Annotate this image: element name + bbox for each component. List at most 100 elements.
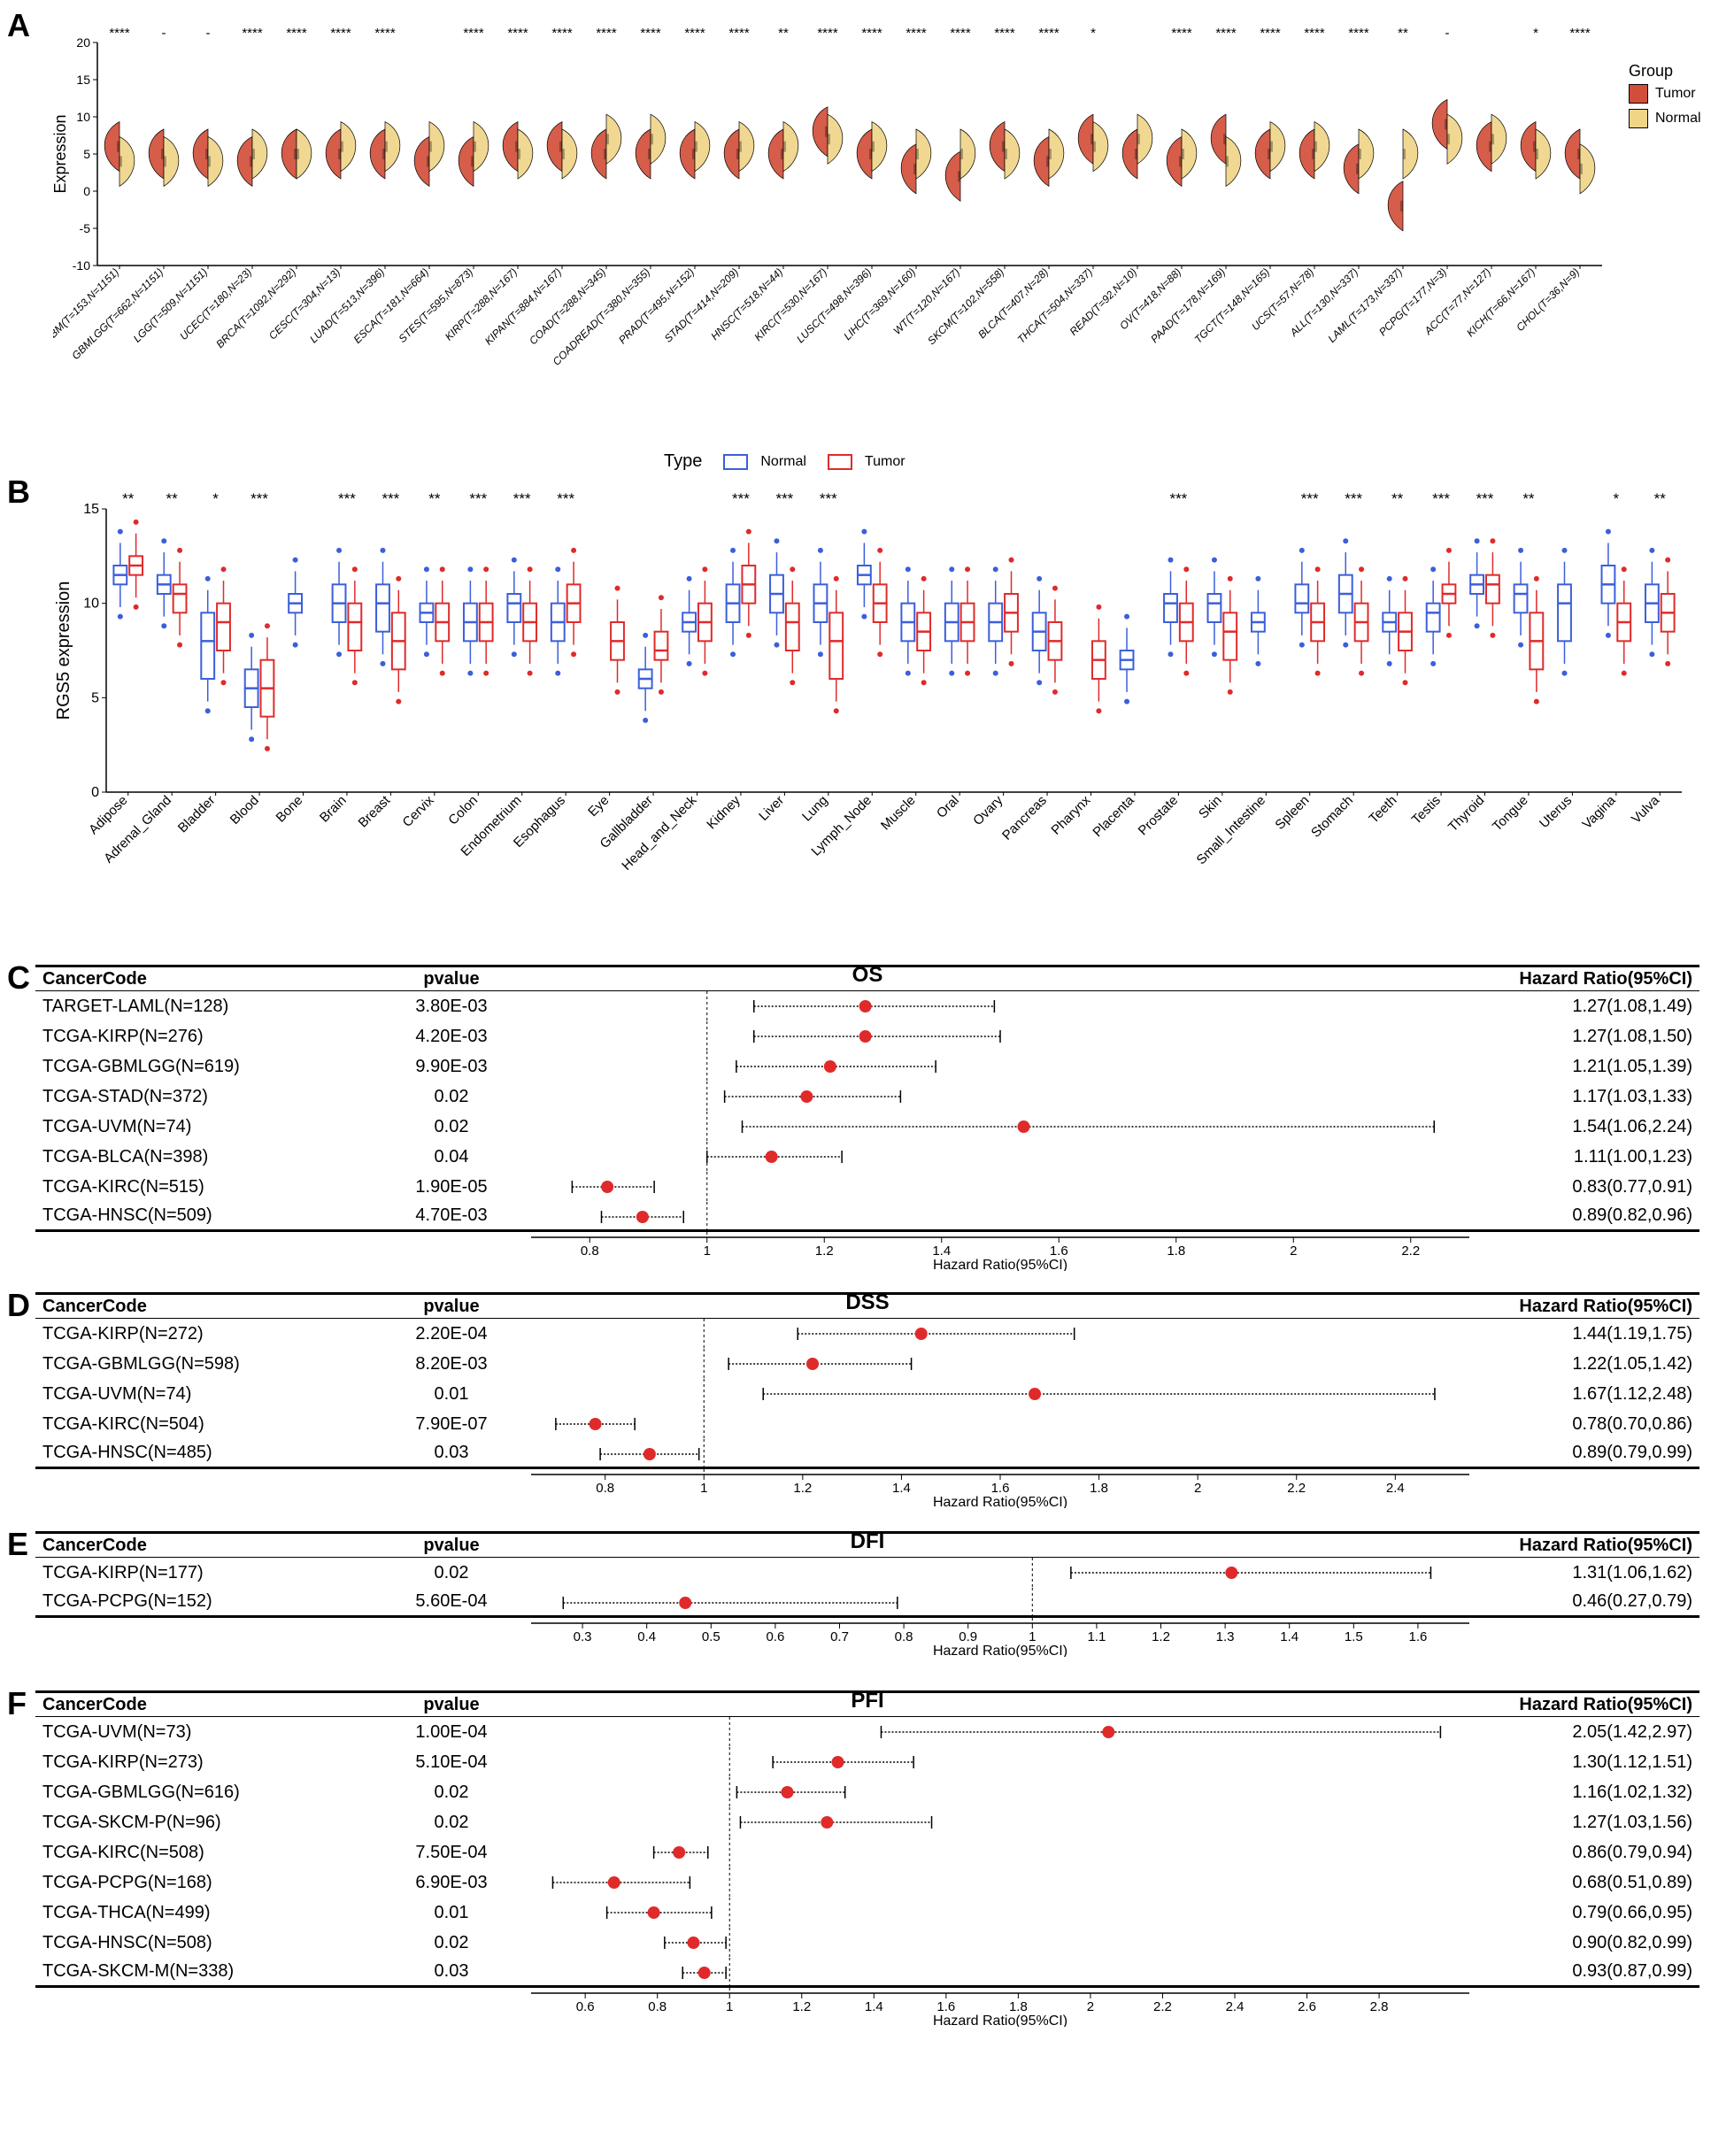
svg-text:1.6: 1.6 <box>936 1999 955 2014</box>
svg-text:*: * <box>212 490 219 507</box>
svg-text:****: **** <box>861 26 882 41</box>
svg-text:Head_and_Neck: Head_and_Neck <box>619 792 699 873</box>
svg-text:Testis: Testis <box>1409 793 1444 828</box>
svg-text:1.3: 1.3 <box>1216 1629 1235 1644</box>
svg-text:0.6: 0.6 <box>766 1629 784 1644</box>
svg-text:1.4: 1.4 <box>1280 1629 1299 1644</box>
svg-text:***: *** <box>338 490 356 507</box>
svg-text:STAD(T=414,N=209): STAD(T=414,N=209) <box>662 266 741 344</box>
svg-text:1.1: 1.1 <box>1087 1629 1106 1644</box>
svg-text:****: **** <box>374 26 396 41</box>
svg-text:Stomach: Stomach <box>1308 793 1356 841</box>
svg-text:****: **** <box>551 26 573 41</box>
svg-text:-: - <box>206 26 211 41</box>
svg-text:***: *** <box>381 490 399 507</box>
svg-text:****: **** <box>330 26 351 41</box>
legend-tumor-label: Tumor <box>1655 86 1696 102</box>
svg-text:2.2: 2.2 <box>1153 1999 1172 2014</box>
svg-text:1.2: 1.2 <box>815 1244 834 1259</box>
panel-b-boxplot: 051015RGS5 expression**Adipose**Adrenal_… <box>53 482 1691 943</box>
svg-text:Liver: Liver <box>756 793 787 824</box>
svg-text:-: - <box>162 26 166 41</box>
tumor-box-swatch <box>828 454 852 470</box>
svg-text:0: 0 <box>91 785 99 800</box>
legend-b-normal-label: Normal <box>760 454 806 470</box>
svg-text:LGG(T=509,N=1151): LGG(T=509,N=1151) <box>131 266 210 344</box>
legend-b-tumor-label: Tumor <box>865 454 906 470</box>
svg-text:**: ** <box>428 490 441 507</box>
figure-root: A -10-505101520Expression****GBM(T=153,N… <box>0 0 1734 2156</box>
svg-text:Spleen: Spleen <box>1272 793 1312 833</box>
svg-text:**: ** <box>122 490 135 507</box>
svg-text:Blood: Blood <box>227 793 262 828</box>
svg-text:****: **** <box>1260 26 1281 41</box>
svg-text:*: * <box>1533 26 1538 41</box>
svg-text:2: 2 <box>1087 1999 1094 2014</box>
svg-text:KIRC(T=530,N=167): KIRC(T=530,N=167) <box>751 266 829 343</box>
svg-text:****: **** <box>728 26 750 41</box>
panel-d-forest: DCancerCodepvalueHazard Ratio(95%CI)DSST… <box>35 1292 1699 1508</box>
svg-text:1.8: 1.8 <box>1090 1481 1108 1496</box>
svg-text:0.4: 0.4 <box>637 1629 656 1644</box>
svg-text:1: 1 <box>726 1999 733 2014</box>
panel-b-label: B <box>7 474 30 511</box>
svg-text:Prostate: Prostate <box>1136 793 1182 839</box>
svg-text:****: **** <box>463 26 484 41</box>
svg-text:2.4: 2.4 <box>1386 1481 1405 1496</box>
svg-text:1.4: 1.4 <box>932 1244 951 1259</box>
svg-text:****: **** <box>817 26 838 41</box>
svg-text:***: *** <box>1432 490 1450 507</box>
svg-text:2.6: 2.6 <box>1298 1999 1316 2014</box>
normal-box-swatch <box>723 454 748 470</box>
svg-text:5: 5 <box>91 690 99 705</box>
svg-text:***: *** <box>1476 490 1494 507</box>
svg-text:Tongue: Tongue <box>1490 793 1531 835</box>
svg-text:1.4: 1.4 <box>892 1481 911 1496</box>
svg-text:LAML(T=173,N=337): LAML(T=173,N=337) <box>1326 266 1406 345</box>
svg-text:Ovary: Ovary <box>970 792 1006 828</box>
svg-text:0.5: 0.5 <box>702 1629 721 1644</box>
svg-text:Thyroid: Thyroid <box>1445 793 1487 835</box>
svg-text:1.6: 1.6 <box>1408 1629 1427 1644</box>
svg-text:1: 1 <box>1029 1629 1036 1644</box>
svg-text:LUAD(T=513,N=396): LUAD(T=513,N=396) <box>307 266 387 345</box>
svg-text:****: **** <box>596 26 617 41</box>
svg-text:PAAD(T=178,N=169): PAAD(T=178,N=169) <box>1148 266 1228 345</box>
svg-text:Eye: Eye <box>585 793 612 820</box>
svg-text:2: 2 <box>1194 1481 1201 1496</box>
svg-text:****: **** <box>1038 26 1060 41</box>
svg-text:Hazard Ratio(95%CI): Hazard Ratio(95%CI) <box>933 1644 1067 1657</box>
svg-text:***: *** <box>469 490 487 507</box>
svg-text:**: ** <box>1398 26 1408 41</box>
legend-b-tumor: Tumor <box>828 454 906 470</box>
svg-text:COAD(T=288,N=345): COAD(T=288,N=345) <box>527 266 608 347</box>
svg-text:***: *** <box>513 490 531 507</box>
panel-a-legend: Group Tumor Normal <box>1629 62 1701 134</box>
svg-text:-: - <box>1445 26 1450 41</box>
svg-text:2.2: 2.2 <box>1287 1481 1306 1496</box>
svg-text:2.4: 2.4 <box>1226 1999 1245 2014</box>
legend-title: Group <box>1629 62 1701 81</box>
svg-text:**: ** <box>778 26 789 41</box>
svg-text:0.8: 0.8 <box>895 1629 913 1644</box>
svg-text:1.6: 1.6 <box>1050 1244 1068 1259</box>
svg-text:**: ** <box>1654 490 1667 507</box>
svg-text:KIPAN(T=884,N=167): KIPAN(T=884,N=167) <box>482 266 564 347</box>
svg-text:***: *** <box>250 490 268 507</box>
svg-text:1.6: 1.6 <box>991 1481 1010 1496</box>
svg-text:****: **** <box>1304 26 1325 41</box>
svg-text:1.2: 1.2 <box>792 1999 811 2014</box>
svg-text:15: 15 <box>76 73 90 87</box>
svg-text:Bladder: Bladder <box>175 793 219 836</box>
svg-text:***: *** <box>557 490 574 507</box>
legend-normal-label: Normal <box>1655 111 1701 127</box>
svg-text:SKCM(T=102,N=558): SKCM(T=102,N=558) <box>925 266 1006 347</box>
panel-a-label: A <box>7 7 30 44</box>
panel-a-violin: -10-505101520Expression****GBM(T=153,N=1… <box>53 18 1611 434</box>
svg-text:Placenta: Placenta <box>1090 792 1137 840</box>
svg-text:0.7: 0.7 <box>830 1629 849 1644</box>
svg-text:****: **** <box>242 26 263 41</box>
svg-text:Breast: Breast <box>356 792 394 830</box>
svg-text:BRCA(T=1092,N=292): BRCA(T=1092,N=292) <box>213 266 298 350</box>
svg-text:**: ** <box>166 490 179 507</box>
